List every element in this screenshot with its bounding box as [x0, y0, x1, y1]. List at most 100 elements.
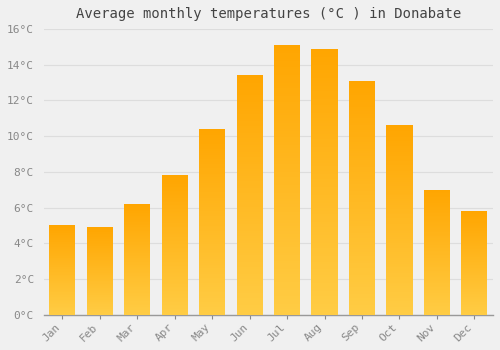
Bar [199, 140, 226, 142]
Bar [312, 134, 338, 136]
Bar [124, 263, 150, 264]
Bar [199, 174, 226, 175]
Bar [199, 209, 226, 211]
Bar [124, 290, 150, 292]
Bar [86, 237, 113, 238]
Bar [162, 235, 188, 237]
Bar [124, 306, 150, 307]
Bar [50, 298, 76, 299]
Bar [461, 239, 487, 240]
Bar [424, 310, 450, 311]
Bar [274, 118, 300, 121]
Bar [124, 232, 150, 233]
Bar [199, 303, 226, 306]
Bar [236, 76, 262, 78]
Bar [50, 250, 76, 251]
Bar [312, 240, 338, 243]
Bar [50, 237, 76, 238]
Bar [50, 252, 76, 253]
Bar [124, 302, 150, 304]
Bar [461, 308, 487, 309]
Bar [199, 218, 226, 220]
Bar [236, 291, 262, 293]
Bar [461, 292, 487, 293]
Bar [312, 230, 338, 232]
Bar [386, 163, 412, 165]
Bar [236, 171, 262, 174]
Bar [199, 151, 226, 153]
Bar [162, 237, 188, 238]
Bar [386, 252, 412, 254]
Bar [86, 266, 113, 267]
Bar [349, 121, 375, 123]
Bar [274, 53, 300, 56]
Bar [349, 200, 375, 202]
Bar [162, 227, 188, 229]
Bar [274, 220, 300, 223]
Bar [50, 289, 76, 290]
Bar [461, 248, 487, 250]
Bar [86, 276, 113, 277]
Bar [124, 267, 150, 268]
Bar [274, 194, 300, 196]
Bar [199, 290, 226, 293]
Bar [386, 235, 412, 237]
Bar [50, 288, 76, 289]
Bar [461, 278, 487, 279]
Bar [386, 209, 412, 211]
Bar [50, 310, 76, 311]
Bar [274, 158, 300, 161]
Bar [349, 207, 375, 209]
Bar [312, 267, 338, 270]
Bar [86, 235, 113, 236]
Bar [386, 260, 412, 262]
Bar [50, 244, 76, 245]
Bar [199, 252, 226, 253]
Bar [386, 152, 412, 154]
Bar [312, 193, 338, 195]
Bar [461, 310, 487, 312]
Bar [424, 241, 450, 242]
Bar [349, 256, 375, 259]
Bar [424, 308, 450, 310]
Bar [349, 99, 375, 102]
Bar [312, 51, 338, 54]
Bar [50, 296, 76, 297]
Bar [312, 166, 338, 168]
Bar [274, 199, 300, 202]
Bar [386, 313, 412, 315]
Bar [349, 231, 375, 233]
Bar [236, 188, 262, 190]
Bar [162, 234, 188, 235]
Bar [86, 245, 113, 246]
Bar [50, 225, 76, 226]
Bar [461, 314, 487, 315]
Bar [236, 265, 262, 267]
Bar [86, 265, 113, 266]
Bar [236, 183, 262, 186]
Bar [50, 282, 76, 284]
Bar [236, 248, 262, 250]
Bar [86, 269, 113, 270]
Bar [274, 207, 300, 210]
Bar [199, 157, 226, 159]
Bar [236, 138, 262, 140]
Bar [199, 168, 226, 170]
Bar [86, 257, 113, 258]
Bar [86, 279, 113, 280]
Bar [349, 114, 375, 116]
Bar [124, 301, 150, 302]
Bar [349, 92, 375, 95]
Bar [461, 223, 487, 224]
Bar [199, 149, 226, 151]
Bar [386, 139, 412, 141]
Bar [236, 99, 262, 102]
Bar [386, 271, 412, 273]
Bar [274, 75, 300, 77]
Bar [236, 300, 262, 303]
Bar [50, 232, 76, 233]
Bar [461, 270, 487, 271]
Bar [386, 212, 412, 215]
Bar [124, 220, 150, 222]
Bar [386, 161, 412, 163]
